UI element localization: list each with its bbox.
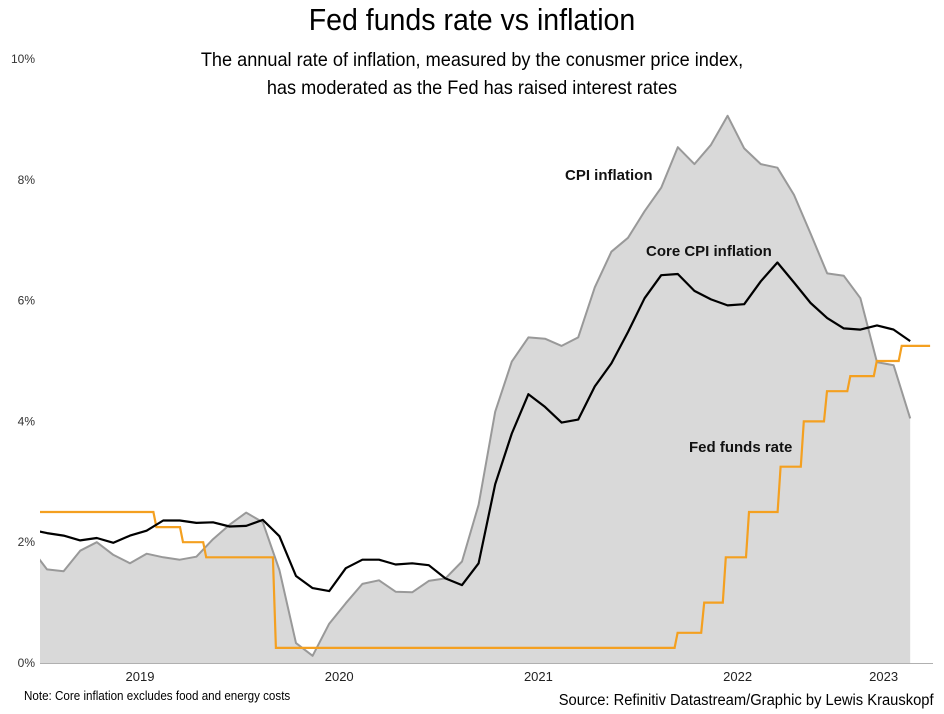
y-tick-label: 6% — [18, 294, 36, 308]
cpi-line — [40, 114, 912, 657]
y-tick-label: 4% — [18, 414, 36, 428]
label-core-cpi-inflation: Core CPI inflation — [646, 243, 772, 260]
x-tick-label: 2022 — [723, 669, 752, 684]
x-tick-label: 2019 — [126, 669, 155, 684]
core-cpi-line — [40, 261, 911, 593]
x-tick-label: 2020 — [325, 669, 354, 684]
chart-subtitle-line-2: has moderated as the Fed has raised inte… — [266, 77, 678, 99]
y-tick-label: 2% — [18, 535, 36, 549]
y-tick-label: 10% — [11, 52, 35, 66]
x-tick-label: 2023 — [869, 669, 898, 684]
fed-funds-line — [40, 344, 931, 650]
chart-subtitle-line-1: The annual rate of inflation, measured b… — [200, 49, 744, 71]
plot-area — [40, 114, 931, 663]
label-cpi-inflation: CPI inflation — [565, 167, 653, 184]
y-tick-label: 0% — [18, 656, 36, 670]
label-fed-funds-rate: Fed funds rate — [689, 439, 792, 456]
cpi-area — [40, 115, 911, 663]
chart-title: Fed funds rate vs inflation — [308, 2, 636, 37]
x-axis: 2019 2020 2021 2022 2023 — [126, 669, 899, 684]
x-tick-label: 2021 — [524, 669, 553, 684]
source-credit: Source: Refinitiv Datastream/Graphic by … — [559, 692, 934, 709]
footnote: Note: Core inflation excludes food and e… — [24, 689, 291, 703]
y-axis: 0% 2% 4% 6% 8% 10% — [11, 52, 35, 670]
y-tick-label: 8% — [18, 173, 36, 187]
